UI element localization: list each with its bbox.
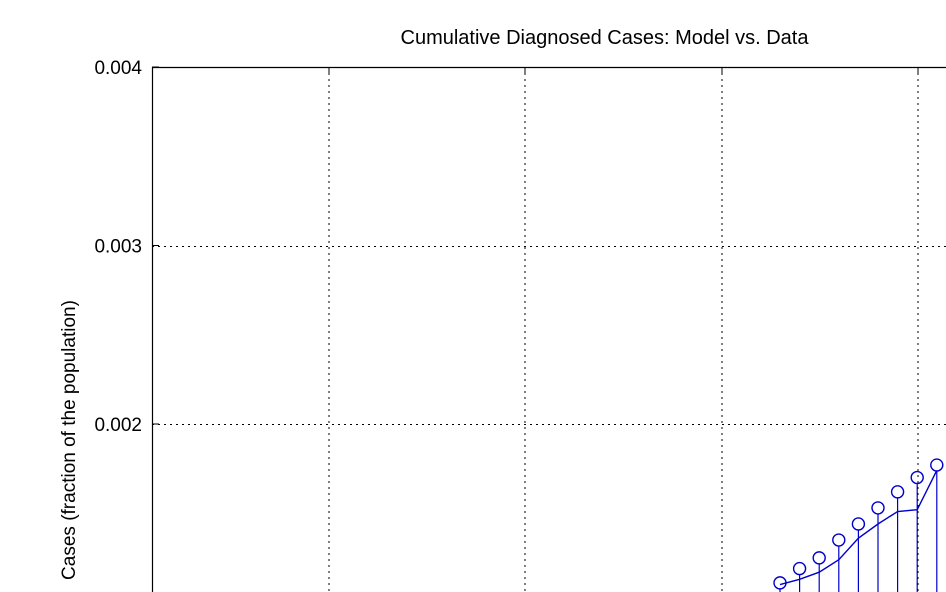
data-point-marker [930, 458, 944, 472]
data-point-marker [871, 501, 885, 515]
model-line-group [779, 470, 938, 586]
data-markers [773, 458, 944, 590]
y-tick-label: 0.002 [94, 415, 142, 436]
y-tick-label: 0.003 [94, 237, 142, 258]
chart-title: Cumulative Diagnosed Cases: Model vs. Da… [400, 27, 809, 49]
y-ticks: 0.002 0.003 0.004 [94, 58, 159, 436]
data-point-marker [792, 561, 807, 576]
y-tick-label: 0.004 [94, 58, 142, 79]
data-point-marker [832, 533, 846, 547]
axes [151, 66, 946, 592]
data-point-marker [773, 576, 787, 590]
data-point-marker [890, 485, 905, 499]
data-point-marker [812, 551, 826, 565]
data-point-marker [910, 470, 924, 485]
grid-lines [152, 67, 946, 592]
model-line [779, 470, 938, 586]
data-point-marker [851, 517, 866, 531]
